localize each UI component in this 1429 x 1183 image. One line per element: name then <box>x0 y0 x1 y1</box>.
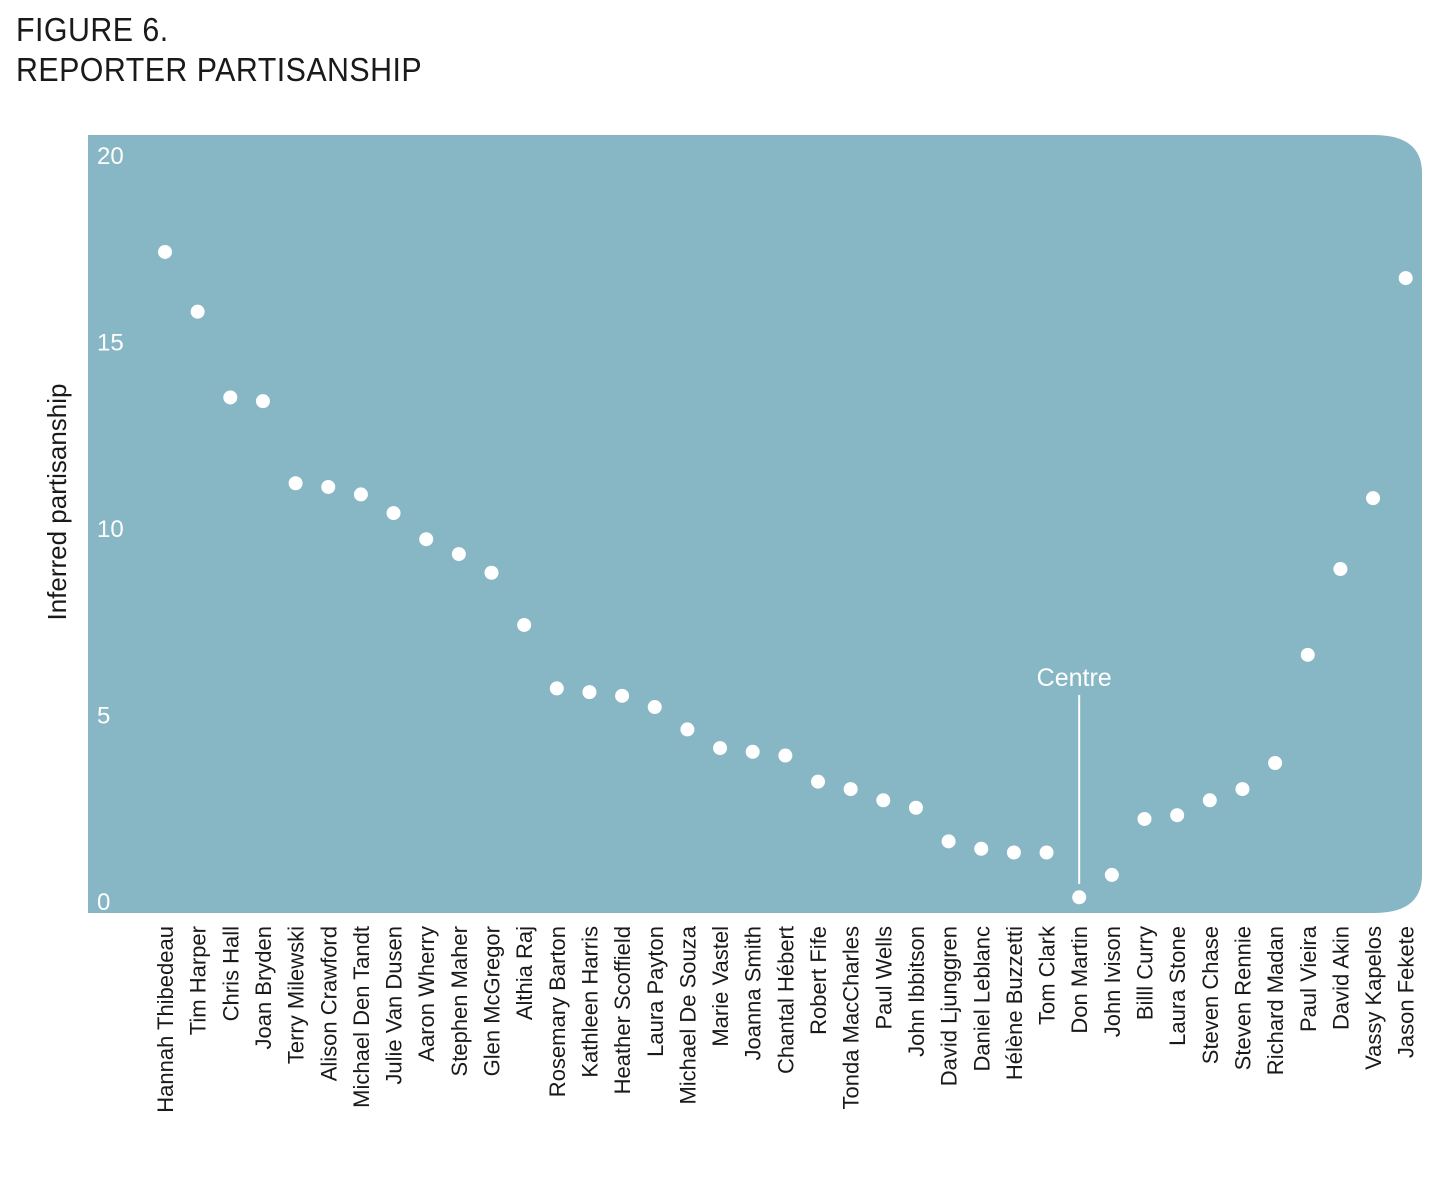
data-point <box>484 565 499 580</box>
annotation-label: Centre <box>1037 664 1112 692</box>
category-label: Richard Madan <box>1263 926 1288 1075</box>
data-point <box>1137 811 1152 826</box>
category-label: Hélène Buzzetti <box>1002 926 1027 1080</box>
category-label: Michael De Souza <box>675 925 700 1104</box>
figure-title: REPORTER PARTISANSHIP <box>16 51 423 88</box>
category-label: Kathleen Harris <box>577 926 602 1078</box>
category-label: Steven Chase <box>1198 926 1223 1064</box>
category-label: Tonda MacCharles <box>839 926 864 1109</box>
data-point <box>615 688 630 703</box>
data-point <box>1398 271 1413 286</box>
data-point <box>647 700 662 715</box>
data-point <box>255 394 270 409</box>
category-label: Michael Den Tandt <box>349 926 374 1108</box>
category-label: Paul Vieira <box>1296 925 1321 1032</box>
data-point <box>451 547 466 562</box>
data-point <box>876 793 891 808</box>
data-point <box>680 722 695 737</box>
category-label: Alison Crawford <box>316 926 341 1081</box>
data-point <box>1006 845 1021 860</box>
data-point <box>941 834 956 849</box>
plot-panel <box>88 135 1422 913</box>
data-point <box>1202 793 1217 808</box>
data-point <box>190 304 205 319</box>
category-label: Althia Raj <box>512 926 537 1020</box>
category-label: Robert Fife <box>806 926 831 1035</box>
category-label: Don Martin <box>1067 926 1092 1034</box>
category-label: David Ljunggren <box>937 926 962 1086</box>
data-point <box>517 617 532 632</box>
category-labels: Hannah Thibedeau Tim Harper Chris Hall Joan… <box>153 925 1419 1113</box>
category-label: Marie Vastel <box>708 926 733 1047</box>
y-tick-label: 5 <box>97 703 110 730</box>
category-label: Laura Payton <box>643 926 668 1057</box>
category-label: John Ivison <box>1100 926 1125 1037</box>
data-point <box>908 800 923 815</box>
data-point <box>811 774 825 789</box>
data-point <box>386 506 401 521</box>
data-point <box>713 741 728 756</box>
data-point <box>1366 491 1381 506</box>
category-label: Rosemary Barton <box>545 926 570 1097</box>
y-tick-label: 10 <box>97 516 124 543</box>
data-point <box>419 532 434 547</box>
data-point <box>843 782 858 797</box>
y-axis-title: Inferred partisanship <box>42 383 72 620</box>
category-label: Aaron Wherry <box>414 926 439 1062</box>
figure-number: FIGURE 6. <box>16 11 169 48</box>
y-axis-ticks: 0 5 10 15 20 <box>97 143 124 916</box>
category-label: Chantal Hébert <box>773 926 798 1074</box>
category-label: Stephen Maher <box>447 926 472 1076</box>
category-label: David Akin <box>1328 926 1353 1030</box>
category-label: Daniel Leblanc <box>969 926 994 1072</box>
data-point <box>778 748 793 763</box>
data-point <box>1235 782 1250 797</box>
data-point <box>582 685 597 700</box>
category-label: Heather Scoffield <box>610 926 635 1094</box>
category-label: Vassy Kapelos <box>1361 926 1386 1070</box>
category-label: Julie Van Dusen <box>382 926 407 1085</box>
category-label: Jason Fekete <box>1394 926 1419 1058</box>
data-point <box>353 487 368 502</box>
category-label: Billl Curry <box>1133 926 1158 1020</box>
category-label: Hannah Thibedeau <box>153 926 178 1113</box>
data-point <box>1300 647 1315 662</box>
category-label: Tom Clark <box>1035 925 1060 1025</box>
category-label: Glen McGregor <box>480 926 505 1076</box>
data-point <box>1170 808 1185 823</box>
data-points <box>158 244 1413 905</box>
category-label: Laura Stone <box>1165 926 1190 1046</box>
data-point <box>974 841 989 856</box>
data-point <box>288 476 303 491</box>
y-tick-label: 15 <box>97 330 124 357</box>
category-label: Chris Hall <box>218 926 243 1021</box>
data-point <box>745 744 760 759</box>
data-point <box>1039 845 1054 860</box>
figure-header: FIGURE 6. REPORTER PARTISANSHIP <box>16 10 457 90</box>
category-label: Joanna Smith <box>741 926 766 1061</box>
data-point <box>223 390 238 405</box>
category-label: John Ibbitson <box>904 926 929 1057</box>
y-tick-label: 20 <box>97 143 124 170</box>
category-label: Paul Wells <box>871 926 896 1030</box>
category-label: Tim Harper <box>186 926 211 1035</box>
data-point <box>1072 890 1087 905</box>
data-point <box>1268 755 1283 770</box>
category-label: Terry Milewski <box>284 926 309 1064</box>
category-label: Steven Rennie <box>1230 926 1255 1070</box>
category-label: Joan Bryden <box>251 926 276 1050</box>
data-point <box>321 479 336 494</box>
data-point <box>1104 867 1119 882</box>
data-point <box>549 681 564 696</box>
data-point <box>1333 562 1348 577</box>
data-point <box>158 244 172 259</box>
annotations: Centre <box>1037 664 1112 884</box>
y-tick-label: 0 <box>97 889 110 916</box>
